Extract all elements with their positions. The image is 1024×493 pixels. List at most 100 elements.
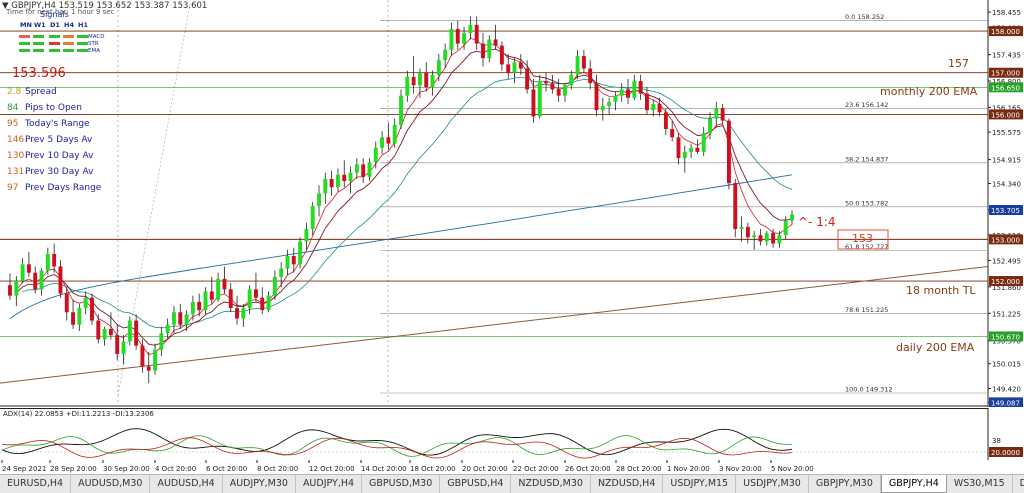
adx-main-line: [1, 428, 793, 456]
chart-tab-dax30-m30[interactable]: DAX30,M30: [1013, 475, 1024, 493]
signal-indicator-cell: [63, 49, 74, 52]
signal-indicator-cell: [33, 35, 44, 38]
candle-body: [14, 281, 19, 296]
price-label-text: 157.000: [991, 70, 1020, 78]
candle-body: [739, 226, 744, 229]
candle-body: [39, 270, 44, 290]
candle-body: [607, 101, 612, 107]
chart-tab-usdjpy-m30[interactable]: USDJPY,M30: [736, 475, 809, 493]
annotation-153: 153: [852, 232, 873, 245]
chart-tab-audjpy-m30[interactable]: AUDJPY,M30: [223, 475, 296, 493]
candle-body: [714, 108, 719, 119]
adx-label: ADX(14) 22.0853 +DI:11.2213 -DI:13.2306: [3, 410, 154, 418]
stat-value: 95: [7, 119, 19, 129]
target-box: [837, 229, 889, 250]
adx-plus-di-line: [1, 435, 793, 457]
candle-body: [575, 56, 580, 75]
candle-body: [178, 312, 183, 325]
price-label-text: 156.650: [991, 84, 1020, 92]
candle-body: [569, 74, 574, 86]
signal-indicator-cell: [19, 35, 30, 38]
signal-indicator-cell: [19, 42, 30, 45]
candle-body: [676, 137, 681, 159]
candle-body: [115, 335, 120, 354]
candle-body: [493, 39, 498, 46]
signal-indicator-cell: [77, 49, 88, 52]
candle-body: [253, 289, 258, 298]
candle-body: [468, 24, 473, 34]
stat-label: Prev 30 Day Av: [25, 167, 94, 177]
candle-body: [632, 81, 637, 98]
price-chart[interactable]: 158.455158.090157.435156.800156.165155.5…: [0, 0, 1024, 407]
candle-body: [455, 28, 460, 44]
candle-body: [354, 164, 359, 173]
chart-tab-ws30-m15[interactable]: WS30,M15: [947, 475, 1013, 493]
chart-tab-gbpusd-h4[interactable]: GBPUSD,H4: [440, 475, 512, 493]
price-label-text: 156.000: [991, 111, 1020, 119]
candle-body: [682, 151, 687, 159]
candle-body: [184, 314, 189, 325]
bar-timer: Time for next bar: 1 hour 9 sec: [6, 8, 115, 16]
candle-body: [708, 118, 712, 134]
stat-label: Spread: [25, 87, 57, 97]
chart-tab-audusd-h4[interactable]: AUDUSD,H4: [150, 475, 223, 493]
candle-body: [581, 56, 586, 69]
x-tick-label: 24 Sep 2021: [2, 465, 46, 473]
stat-value: 84: [7, 103, 19, 113]
candle-body: [449, 28, 454, 50]
chart-tab-usdjpy-m15[interactable]: USDJPY,M15: [663, 475, 737, 493]
trend-line-18-month: [0, 265, 989, 384]
chart-tab-audusd-m30[interactable]: AUDUSD,M30: [71, 475, 151, 493]
y-tick-label: 154.915: [992, 157, 1021, 165]
x-tick-label: 1 Nov 20:00: [667, 465, 710, 473]
candle-body: [317, 193, 321, 207]
y-tick-label: 155.575: [992, 129, 1021, 137]
ema-medium-line: [15, 48, 793, 346]
stat-row: 130Prev 10 Day Av: [7, 151, 93, 161]
annotation-trend-line: 18 month TL: [906, 284, 976, 297]
candle-body: [247, 289, 252, 309]
ema-fast-line: [15, 37, 793, 355]
candle-body: [651, 103, 656, 111]
candle-body: [108, 328, 113, 336]
candle-body: [45, 253, 50, 271]
stat-value: 131: [7, 167, 25, 177]
chart-tab-nzdusd-h4[interactable]: NZDUSD,H4: [591, 475, 664, 493]
adx-indicator-panel[interactable]: ADX(14) 22.0853 +DI:11.2213 -DI:13.2306 3…: [0, 408, 1024, 460]
stat-row: 2.8 Spread: [7, 87, 57, 97]
candle-body: [556, 89, 561, 96]
candle-body: [134, 320, 139, 346]
adx-minus-di-line: [1, 437, 793, 459]
fib-level-label: 78.6 151.225: [845, 306, 888, 314]
chart-tab-gbpusd-m30[interactable]: GBPUSD,M30: [362, 475, 441, 493]
candle-body: [190, 301, 195, 315]
stat-value: 97: [7, 183, 19, 193]
timeframe-label: H4: [64, 21, 74, 29]
x-tick-label: 8 Oct 20:00: [257, 465, 298, 473]
price-label-badge: [989, 67, 1023, 78]
chart-tab-eurusd-h4[interactable]: EURUSD,H4: [0, 475, 72, 493]
x-tick-label: 18 Oct 20:00: [410, 465, 456, 473]
price-label-text: 158.000: [991, 28, 1020, 36]
chart-tab-gbpjpy-h4[interactable]: GBPJPY,H4: [880, 475, 947, 493]
candle-body: [304, 228, 309, 242]
candle-body: [512, 62, 517, 73]
price-label-text: 152.000: [991, 278, 1020, 286]
collapse-triangle-icon[interactable]: ▼: [2, 1, 12, 11]
ema-200-line: [9, 174, 793, 319]
chart-tab-audjpy-h4[interactable]: AUDJPY,H4: [296, 475, 363, 493]
candle-body: [689, 147, 694, 152]
chart-tab-nzdusd-m30[interactable]: NZDUSD,M30: [511, 475, 591, 493]
stat-row: 131Prev 30 Day Av: [7, 167, 93, 177]
signal-indicator-label: STR: [88, 41, 99, 47]
y-tick-label: 156.165: [992, 105, 1021, 113]
current-price-display: 153.596: [12, 66, 66, 81]
x-tick-label: 28 Sep 20:00: [50, 465, 97, 473]
candle-body: [348, 172, 353, 182]
y-tick-label: 154.340: [992, 181, 1021, 189]
stat-label: Prev 5 Days Av: [25, 135, 93, 145]
chart-tab-gbpjpy-m30[interactable]: GBPJPY,M30: [809, 475, 881, 493]
candle-body: [209, 291, 214, 300]
candle-body: [411, 76, 416, 86]
signal-indicator-cell: [33, 49, 44, 52]
